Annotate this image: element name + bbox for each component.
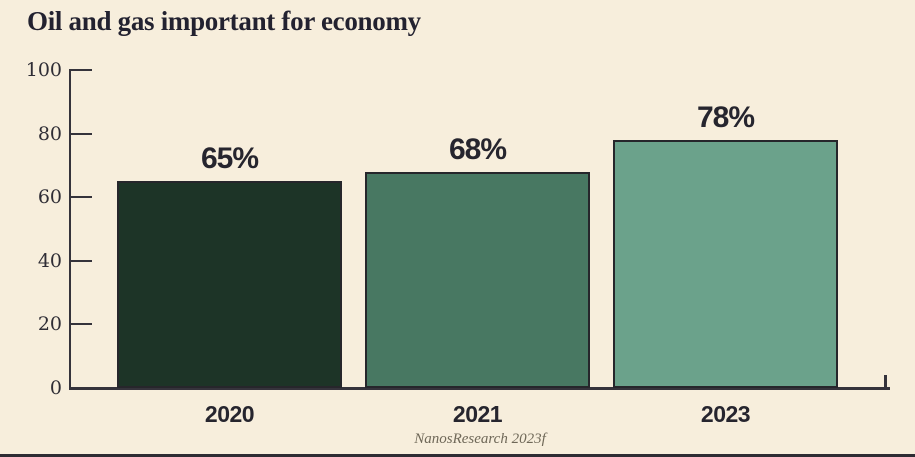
y-tick-mark [70,196,92,199]
y-tick-mark [70,323,92,326]
y-tick-mark [70,69,92,71]
y-tick-label: 0 [49,377,62,399]
y-tick-mark [70,259,92,262]
x-axis-end-tick [884,375,887,388]
bar-value-label: 68% [448,132,507,166]
bar-2021 [365,171,590,388]
bar-value-label: 65% [200,142,259,176]
x-tick-label: 2023 [700,401,751,427]
y-tick-label: 20 [37,313,62,336]
y-tick-label: 100 [25,59,62,81]
x-axis-line [69,387,890,390]
bottom-border-rule [0,454,915,457]
chart-title: Oil and gas important for economy [27,6,421,36]
y-tick-label: 80 [37,122,62,145]
bar-2023 [613,139,838,388]
bar-value-label: 78% [696,100,755,134]
y-tick-mark [70,132,92,135]
source-attribution: NanosResearch 2023f [414,431,546,447]
y-axis-line [69,69,71,390]
x-tick-label: 2021 [452,401,503,427]
y-tick-label: 60 [37,186,62,209]
bar-2020 [117,181,342,388]
x-tick-label: 2020 [204,401,255,427]
y-tick-label: 40 [37,249,62,272]
